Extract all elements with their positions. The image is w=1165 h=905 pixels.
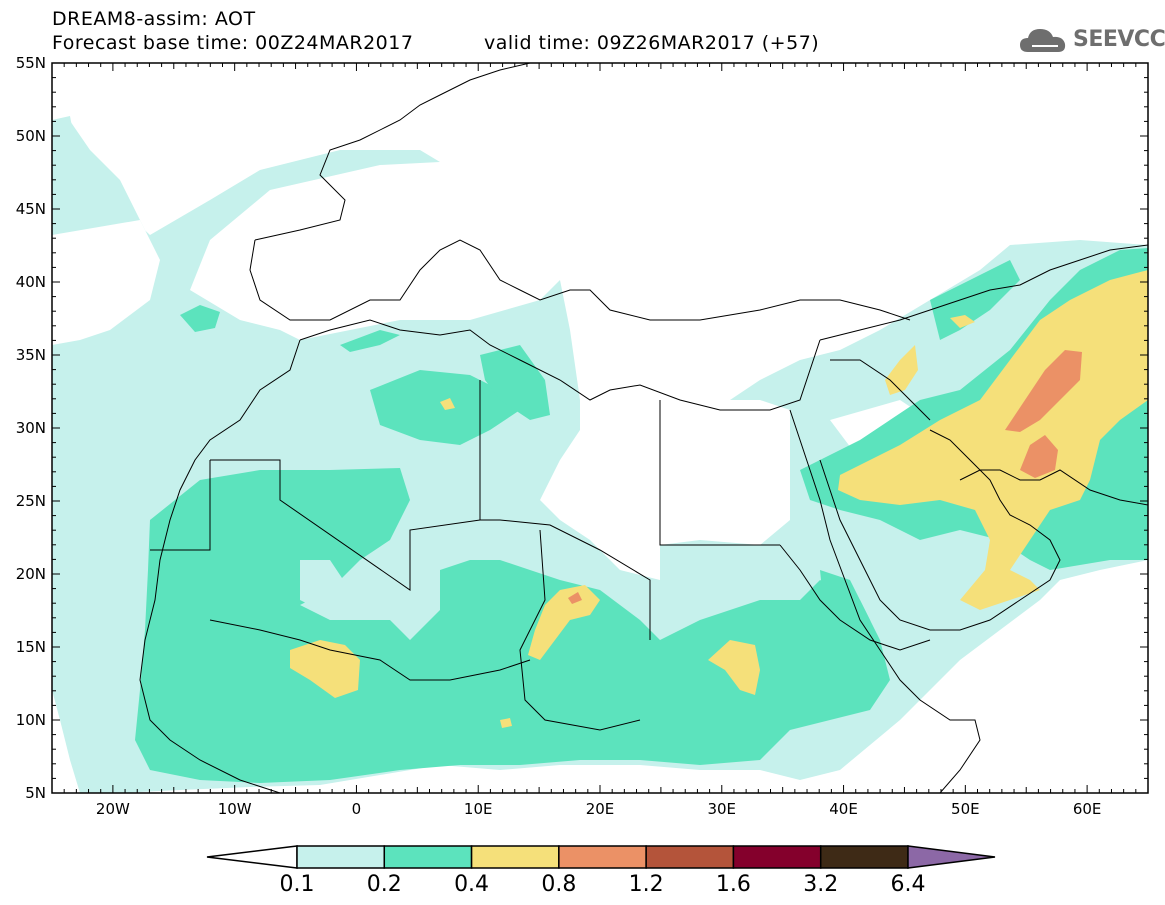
axis-ticks — [52, 62, 1148, 794]
colorbar-cell — [732, 845, 822, 869]
lat-label: 10N — [15, 711, 46, 729]
lat-label: 40N — [15, 273, 46, 291]
lat-label: 55N — [15, 54, 46, 72]
map-title: DREAM8-assim: AOT — [52, 8, 256, 30]
lat-label: 50N — [15, 127, 46, 145]
aot-field — [52, 116, 1148, 793]
colorbar-label: 0.8 — [541, 872, 577, 897]
colorbar-under-arrow — [206, 845, 298, 869]
colorbar-label: 0.2 — [366, 872, 402, 897]
colorbar-cell — [383, 845, 473, 869]
lon-label: 50E — [951, 800, 980, 818]
coastlines — [139, 63, 1148, 793]
colorbar-label: 0.1 — [279, 872, 315, 897]
cloud-icon — [1020, 29, 1066, 52]
colorbar-label: 6.4 — [890, 872, 926, 897]
aot-contour-0.2 — [135, 468, 890, 783]
lat-label: 30N — [15, 419, 46, 437]
lon-label: 10W — [217, 800, 252, 818]
lon-label: 20E — [585, 800, 615, 818]
logo-text: SEEVCCC — [1073, 27, 1165, 52]
valid-time: valid time: 09Z26MAR2017 (+57) — [484, 32, 820, 54]
colorbar-cell — [645, 845, 735, 869]
lat-label: 5N — [25, 784, 46, 802]
colorbar-label: 1.2 — [628, 872, 664, 897]
forecast-base-time: Forecast base time: 00Z24MAR2017 — [52, 32, 414, 54]
colorbar-cell — [470, 845, 560, 869]
lat-label: 25N — [15, 492, 46, 510]
lon-label: 10E — [463, 800, 493, 818]
lat-label: 45N — [15, 200, 46, 218]
colorbar — [206, 845, 996, 869]
colorbar-label: 1.6 — [715, 872, 751, 897]
aot-contour-0.4 — [290, 640, 360, 698]
aot-contour-0.8 — [1005, 350, 1082, 432]
colorbar-label: 3.2 — [803, 872, 839, 897]
colorbar-over-arrow — [907, 845, 996, 869]
lon-label: 60E — [1072, 800, 1102, 818]
colorbar-cell — [558, 845, 647, 869]
lat-label: 35N — [15, 346, 46, 364]
lat-label: 15N — [15, 638, 46, 656]
lon-label: 20W — [95, 800, 130, 818]
lat-label: 20N — [15, 565, 46, 583]
lon-label: 40E — [829, 800, 858, 818]
lon-label: 0 — [351, 800, 362, 818]
colorbar-cell — [819, 845, 909, 869]
colorbar-cell — [296, 845, 386, 869]
lon-label: 30E — [707, 800, 737, 818]
colorbar-label: 0.4 — [454, 872, 490, 897]
